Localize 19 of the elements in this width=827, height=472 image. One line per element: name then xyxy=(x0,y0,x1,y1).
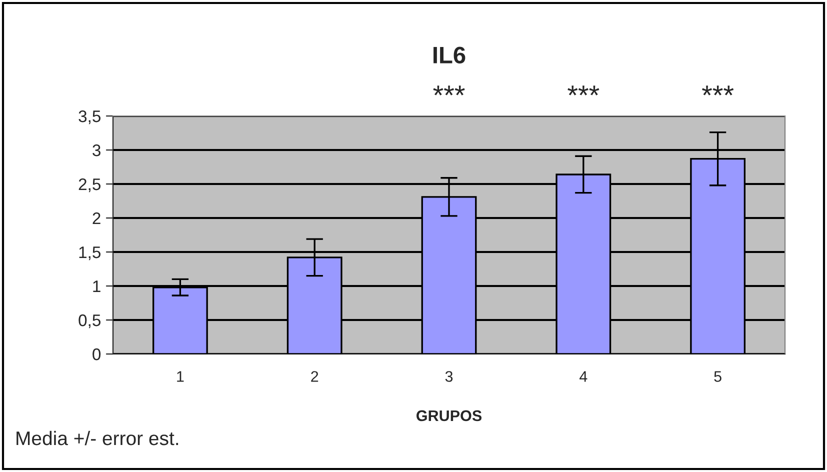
y-tick-label: 2,5 xyxy=(78,178,100,192)
y-tick-label: 0,5 xyxy=(78,314,100,328)
x-axis-title: GRUPOS xyxy=(416,410,482,422)
x-tick-label: 4 xyxy=(580,371,588,382)
y-tick-label: 0 xyxy=(92,348,101,360)
y-tick-label: 3,5 xyxy=(78,110,100,124)
text: *** xyxy=(568,86,600,96)
x-tick-label: 1 xyxy=(177,371,184,382)
text: *** xyxy=(702,86,734,96)
text: *** xyxy=(433,86,465,96)
x-tick-label: 3 xyxy=(445,371,453,382)
text: Media +/- error est. xyxy=(16,430,178,446)
x-tick-label: 5 xyxy=(714,371,722,382)
x-tick-label: 2 xyxy=(311,371,318,382)
y-tick-label: 3 xyxy=(92,144,100,156)
y-tick-label: 1 xyxy=(93,280,100,292)
y-tick-label: 1,5 xyxy=(79,246,100,260)
chart-title: IL6 xyxy=(434,46,466,64)
y-tick-label: 2 xyxy=(92,212,100,224)
